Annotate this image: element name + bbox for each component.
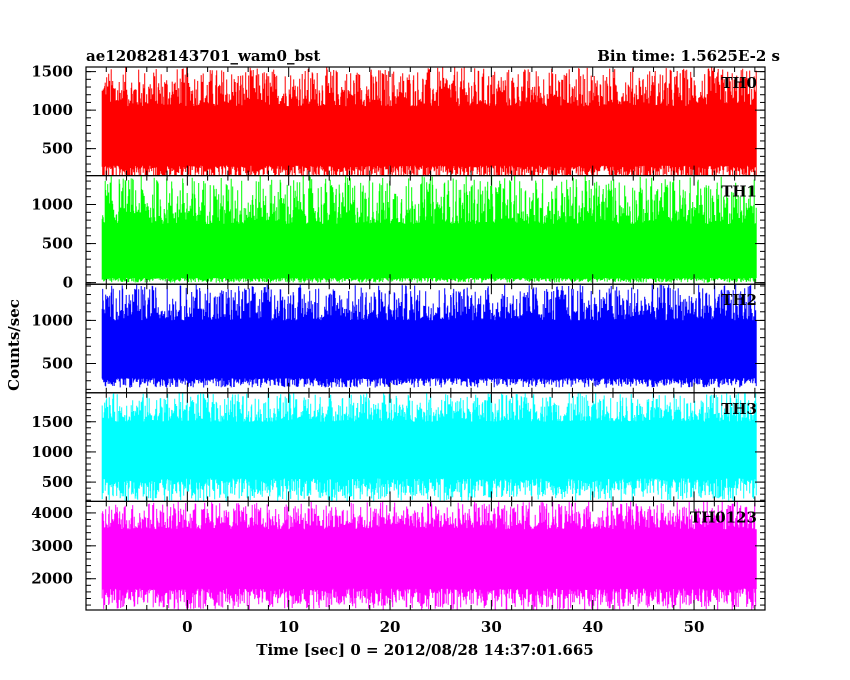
signal-line-th3 [101, 392, 757, 502]
y-tick-label: 500 [42, 235, 73, 253]
signal-line-th0 [101, 67, 757, 176]
figure-title: ae120828143701_wam0_bst [86, 47, 320, 65]
signal-line-th2 [101, 284, 757, 388]
panel-frame [85, 500, 766, 611]
x-tick-label: 10 [278, 618, 299, 636]
y-tick-label: 500 [42, 140, 73, 158]
panel-label-th1: TH1 [721, 183, 757, 201]
panel-label-th3: TH3 [721, 400, 757, 418]
y-tick-label: 4000 [31, 504, 73, 522]
y-tick-label: 1000 [31, 101, 73, 119]
panel-signal-th0123 [101, 501, 757, 610]
y-tick-label: 0 [63, 274, 73, 292]
panel-label-th0123: TH0123 [690, 508, 757, 526]
y-tick-label: 1000 [31, 311, 73, 329]
panel-signal-th0 [101, 67, 757, 176]
panel-label-th2: TH2 [721, 291, 757, 309]
panel-label-th0: TH0 [721, 74, 757, 92]
y-tick-label: 500 [42, 473, 73, 491]
panel-signal-th2 [101, 284, 757, 388]
x-axis-label: Time [sec] 0 = 2012/08/28 14:37:01.665 [256, 641, 593, 659]
x-tick-label: 0 [182, 618, 192, 636]
panel-signal-th1 [101, 175, 757, 283]
x-tick-label: 30 [481, 618, 502, 636]
y-tick-label: 500 [42, 354, 73, 372]
y-tick-label: 3000 [31, 537, 73, 555]
y-axis-label: Counts/sec [5, 299, 23, 391]
y-tick-label: 1500 [31, 413, 73, 431]
y-tick-label: 1000 [31, 196, 73, 214]
x-tick-label: 50 [684, 618, 705, 636]
y-tick-label: 2000 [31, 570, 73, 588]
y-tick-label: 1500 [31, 63, 73, 81]
y-tick-label: 1000 [31, 443, 73, 461]
signal-line-th0123 [101, 501, 757, 610]
bin-time-label: Bin time: 1.5625E-2 s [597, 47, 780, 65]
x-tick-label: 40 [582, 618, 603, 636]
signal-line-th1 [101, 175, 757, 283]
x-tick-label: 20 [380, 618, 401, 636]
panels-group: TH050010001500TH105001000TH25001000TH350… [31, 63, 766, 636]
panel-signal-th3 [101, 392, 757, 502]
